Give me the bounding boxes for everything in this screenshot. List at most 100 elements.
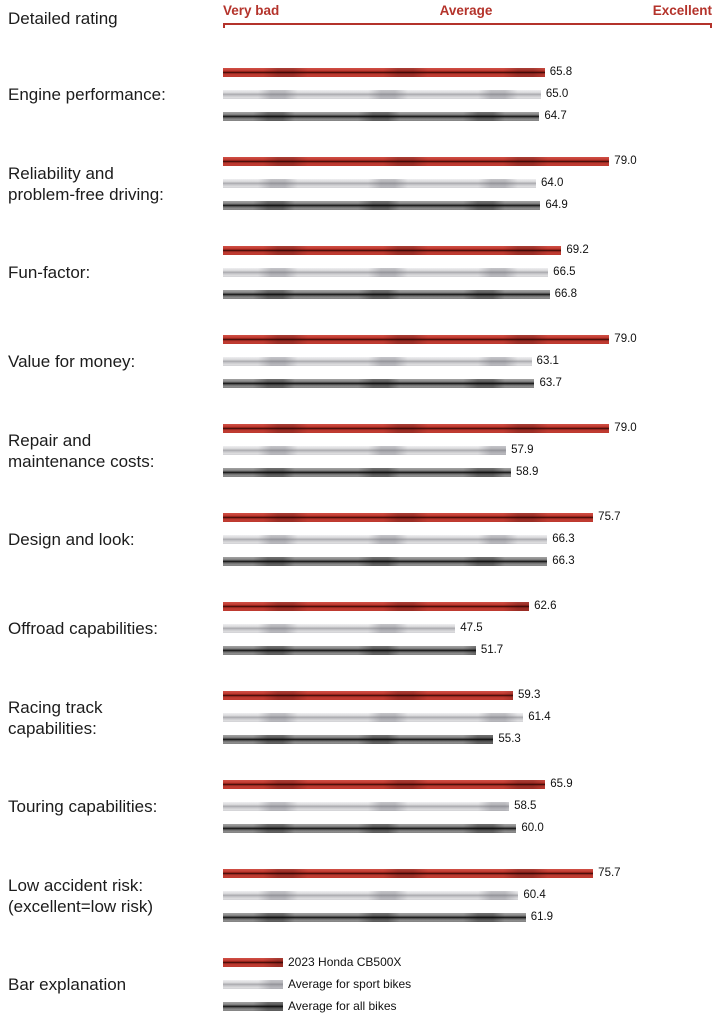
bar-group: 65.8 65.0 64.7 bbox=[223, 66, 712, 122]
category-label: Racing track capabilities: bbox=[8, 697, 103, 738]
axis-label-very-bad: Very bad bbox=[223, 3, 280, 18]
all-avg-bar-value: 55.3 bbox=[498, 733, 521, 745]
honda-bar-value: 62.6 bbox=[534, 600, 557, 612]
honda-bar-value: 75.7 bbox=[598, 867, 621, 879]
bar-group: 79.0 64.0 64.9 bbox=[223, 155, 712, 211]
honda-bar-value: 75.7 bbox=[598, 511, 621, 523]
bar-line: 65.0 bbox=[223, 88, 712, 100]
honda-bar bbox=[223, 424, 610, 433]
category-label: Touring capabilities: bbox=[8, 797, 158, 816]
all-avg-bar bbox=[223, 201, 541, 210]
honda-bar-value: 79.0 bbox=[614, 333, 637, 345]
bar-group: 75.7 60.4 61.9 bbox=[223, 867, 712, 923]
rating-row-engine-performance: Engine performance: 65.8 65.0 64.7 bbox=[0, 66, 716, 122]
honda-bar-value: 65.8 bbox=[549, 66, 573, 78]
rating-rows: Engine performance: 65.8 65.0 64.7 Relia… bbox=[0, 66, 716, 1013]
category-label: Low accident risk: (excellent=low risk) bbox=[8, 875, 154, 916]
bar-line: 64.7 bbox=[223, 110, 712, 122]
legend-items: 2023 Honda CB500X Average for sport bike… bbox=[223, 955, 411, 1013]
rating-row-design-look: Design and look: 75.7 66.3 66.3 bbox=[0, 511, 716, 567]
axis-label-average: Average bbox=[439, 3, 493, 18]
rating-axis: Very bad Average Excellent bbox=[223, 3, 712, 28]
sport-avg-bar-value: 66.3 bbox=[552, 533, 575, 545]
sport-avg-bar bbox=[223, 891, 519, 900]
bar-line: 64.0 bbox=[223, 177, 712, 189]
bar-line: 69.2 bbox=[223, 244, 712, 256]
category-label: Reliability and problem-free driving: bbox=[8, 163, 164, 204]
all-avg-bar-value: 63.7 bbox=[539, 377, 562, 389]
legend-item-all: Average for all bikes bbox=[223, 999, 411, 1013]
sport-avg-bar bbox=[223, 535, 548, 544]
honda-bar-value: 59.3 bbox=[517, 689, 541, 701]
legend-label: Average for all bikes bbox=[288, 999, 397, 1013]
sport-avg-bar bbox=[223, 357, 532, 366]
bar-line: 66.3 bbox=[223, 533, 712, 545]
bar-line: 79.0 bbox=[223, 333, 712, 345]
honda-bar bbox=[223, 869, 594, 878]
bar-group: 79.0 63.1 63.7 bbox=[223, 333, 712, 389]
sport-avg-bar-value: 63.1 bbox=[536, 355, 559, 367]
all-avg-bar bbox=[223, 290, 550, 299]
axis-scale-line bbox=[223, 23, 712, 28]
page-title: Detailed rating bbox=[8, 9, 118, 28]
bar-line: 57.9 bbox=[223, 444, 712, 456]
rating-row-offroad: Offroad capabilities: 62.6 47.5 51.7 bbox=[0, 600, 716, 656]
honda-bar-swatch bbox=[223, 958, 283, 967]
honda-bar bbox=[223, 780, 546, 789]
bar-group: 79.0 57.9 58.9 bbox=[223, 422, 712, 478]
honda-bar bbox=[223, 691, 513, 700]
all-avg-bar-value: 61.9 bbox=[530, 911, 554, 923]
all-avg-bar bbox=[223, 468, 512, 477]
all-avg-bar-value: 66.8 bbox=[554, 288, 578, 300]
all-avg-bar bbox=[223, 557, 548, 566]
all-avg-bar bbox=[223, 112, 540, 121]
rating-row-touring: Touring capabilities: 65.9 58.5 60.0 bbox=[0, 778, 716, 834]
all-avg-bar-value: 64.9 bbox=[545, 199, 568, 211]
sport-avg-bar bbox=[223, 90, 541, 99]
honda-bar bbox=[223, 513, 594, 522]
bar-line: 58.9 bbox=[223, 466, 712, 478]
rating-row-reliability: Reliability and problem-free driving: 79… bbox=[0, 155, 716, 211]
bar-group: 59.3 61.4 55.3 bbox=[223, 689, 712, 745]
legend: Bar explanation 2023 Honda CB500X Averag… bbox=[0, 955, 716, 1013]
bar-group: 75.7 66.3 66.3 bbox=[223, 511, 712, 567]
sport-avg-bar-value: 47.5 bbox=[460, 622, 483, 634]
bar-line: 60.0 bbox=[223, 822, 712, 834]
all-avg-bar-value: 51.7 bbox=[480, 644, 504, 656]
legend-label: 2023 Honda CB500X bbox=[288, 955, 402, 969]
rating-row-value-for-money: Value for money: 79.0 63.1 63.7 bbox=[0, 333, 716, 389]
bar-line: 75.7 bbox=[223, 867, 712, 879]
honda-bar bbox=[223, 602, 530, 611]
bar-line: 47.5 bbox=[223, 622, 712, 634]
sport-avg-bar-value: 65.0 bbox=[545, 88, 569, 100]
bar-line: 61.4 bbox=[223, 711, 712, 723]
bar-line: 61.9 bbox=[223, 911, 712, 923]
all-avg-bar bbox=[223, 379, 535, 388]
category-label: Fun-factor: bbox=[8, 263, 91, 282]
rating-row-low-accident-risk: Low accident risk: (excellent=low risk) … bbox=[0, 867, 716, 923]
axis-label-excellent: Excellent bbox=[652, 3, 712, 18]
sport-avg-bar bbox=[223, 624, 456, 633]
bar-line: 65.9 bbox=[223, 778, 712, 790]
bar-line: 64.9 bbox=[223, 199, 712, 211]
sport-avg-bar-value: 57.9 bbox=[511, 444, 534, 456]
bar-line: 79.0 bbox=[223, 422, 712, 434]
all-avg-bar-value: 60.0 bbox=[521, 822, 544, 834]
category-label: Offroad capabilities: bbox=[8, 619, 158, 638]
all-avg-bar-value: 58.9 bbox=[516, 466, 539, 478]
bar-group: 62.6 47.5 51.7 bbox=[223, 600, 712, 656]
bar-line: 55.3 bbox=[223, 733, 712, 745]
all-avg-bar bbox=[223, 913, 526, 922]
bar-line: 66.3 bbox=[223, 555, 712, 567]
rating-row-fun-factor: Fun-factor: 69.2 66.5 66.8 bbox=[0, 244, 716, 300]
honda-bar-value: 69.2 bbox=[566, 244, 589, 256]
all-avg-bar bbox=[223, 646, 476, 655]
honda-bar bbox=[223, 157, 610, 166]
all-avg-bar-swatch bbox=[223, 1002, 283, 1011]
bar-line: 65.8 bbox=[223, 66, 712, 78]
sport-avg-bar bbox=[223, 713, 524, 722]
honda-bar-value: 79.0 bbox=[614, 422, 637, 434]
sport-avg-bar-value: 66.5 bbox=[553, 266, 576, 278]
sport-avg-bar bbox=[223, 268, 549, 277]
bar-line: 59.3 bbox=[223, 689, 712, 701]
